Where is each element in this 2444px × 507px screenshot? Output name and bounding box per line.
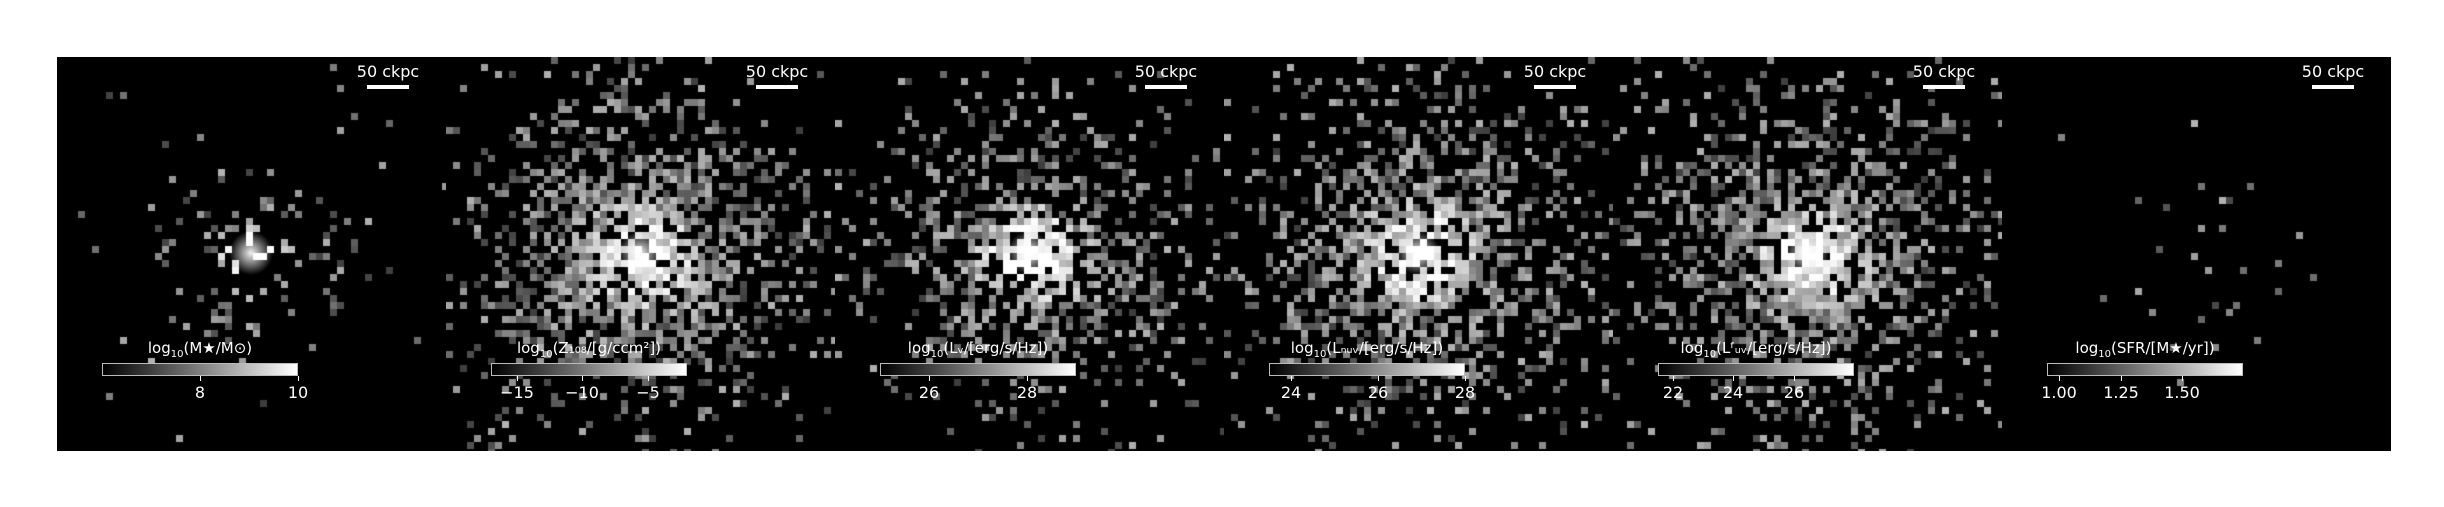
colorbar-tick-label: 1.50 [2164, 383, 2200, 402]
scale-bar-label: 50 ckpc [1523, 62, 1587, 81]
colorbar-tick [929, 376, 930, 381]
panel-luminosity-v: 50 ckpc log10(Lᵥ/[erg/s/Hz]) 26 28 [835, 57, 1224, 451]
panel-stellar-mass: 50 ckpc log10(M★/M⊙) 8 10 [57, 57, 446, 451]
scale-bar-label: 50 ckpc [356, 62, 420, 81]
luminosity-fuv-map [1613, 57, 2002, 451]
scale-bar-line [1145, 85, 1187, 89]
colorbar-gradient [1269, 363, 1465, 376]
luminosity-v-map [835, 57, 1224, 451]
colorbar-tick-label: 24 [1280, 383, 1302, 402]
colorbar-tick [1733, 376, 1734, 381]
colorbar-tick-label: −15 [500, 383, 534, 402]
colorbar-tick-label: 24 [1722, 383, 1744, 402]
colorbar-label: log10(Z₁₀₈/[g/ccm²]) [516, 339, 662, 360]
scale-bar: 50 ckpc [348, 63, 428, 89]
scale-bar-line [2312, 85, 2354, 89]
colorbar-tick-label: 26 [918, 383, 940, 402]
colorbar-tick [1465, 376, 1466, 381]
scale-bar: 50 ckpc [737, 63, 817, 89]
colorbar-tick-label: 22 [1662, 383, 1684, 402]
scale-bar-label: 50 ckpc [1912, 62, 1976, 81]
panel-metallicity: 50 ckpc log10(Z₁₀₈/[g/ccm²]) −15 −10 −5 [446, 57, 835, 451]
scale-bar-line [1923, 85, 1965, 89]
colorbar-tick [2059, 376, 2060, 381]
colorbar-tick-label: 28 [1454, 383, 1476, 402]
colorbar-tick-label: −10 [565, 383, 599, 402]
colorbar-tick [517, 376, 518, 381]
colorbar-tick-label: 1.25 [2103, 383, 2139, 402]
colorbar-tick [298, 376, 299, 381]
colorbar-tick-label: 1.00 [2041, 383, 2077, 402]
panel-luminosity-nuv: 50 ckpc log10(Lₙᵤᵥ/[erg/s/Hz]) 24 26 28 [1224, 57, 1613, 451]
colorbar-tick-label: 8 [194, 383, 206, 402]
panel-luminosity-fuv: 50 ckpc log10(Lᶠᵤᵥ/[erg/s/Hz]) 22 24 26 [1613, 57, 2002, 451]
scale-bar-line [367, 85, 409, 89]
colorbar-gradient [102, 363, 298, 376]
colorbar-tick [2121, 376, 2122, 381]
colorbar-tick [1291, 376, 1292, 381]
scale-bar-line [1534, 85, 1576, 89]
colorbar-tick [200, 376, 201, 381]
scale-bar-line [756, 85, 798, 89]
colorbar-tick-label: 10 [287, 383, 309, 402]
colorbar-gradient [880, 363, 1076, 376]
colorbar-label: log10(SFR/[M★/yr]) [2075, 339, 2215, 360]
scale-bar: 50 ckpc [1515, 63, 1595, 89]
scale-bar: 50 ckpc [1126, 63, 1206, 89]
colorbar-tick [1673, 376, 1674, 381]
scale-bar-label: 50 ckpc [745, 62, 809, 81]
metallicity-map [446, 57, 835, 451]
colorbar-tick-label: 26 [1367, 383, 1389, 402]
colorbar-tick-label: 26 [1783, 383, 1805, 402]
figure-strip: 50 ckpc log10(M★/M⊙) 8 10 50 ckpc log10(Z… [57, 57, 2391, 451]
colorbar-tick [1027, 376, 1028, 381]
sfr-map [2002, 57, 2391, 451]
scale-bar-label: 50 ckpc [2301, 62, 2365, 81]
luminosity-nuv-map [1224, 57, 1613, 451]
colorbar-label: log10(Lᶠᵤᵥ/[erg/s/Hz]) [1680, 339, 1832, 360]
colorbar-tick [1794, 376, 1795, 381]
colorbar-label: log10(Lᵥ/[erg/s/Hz]) [907, 339, 1049, 360]
colorbar-gradient [1658, 363, 1854, 376]
colorbar-tick [648, 376, 649, 381]
colorbar-label: log10(M★/M⊙) [147, 339, 253, 360]
colorbar-tick [2182, 376, 2183, 381]
colorbar-gradient [2047, 363, 2243, 376]
colorbar-tick [1378, 376, 1379, 381]
panel-sfr: 50 ckpc log10(SFR/[M★/yr]) 1.00 1.25 1.50 [2002, 57, 2391, 451]
colorbar-label: log10(Lₙᵤᵥ/[erg/s/Hz]) [1290, 339, 1444, 360]
scale-bar-label: 50 ckpc [1134, 62, 1198, 81]
scale-bar: 50 ckpc [2293, 63, 2373, 89]
stellar-mass-map [57, 57, 446, 451]
colorbar-tick-label: 28 [1016, 383, 1038, 402]
colorbar-gradient [491, 363, 687, 376]
colorbar-tick-label: −5 [636, 383, 660, 402]
scale-bar: 50 ckpc [1904, 63, 1984, 89]
colorbar-tick [582, 376, 583, 381]
